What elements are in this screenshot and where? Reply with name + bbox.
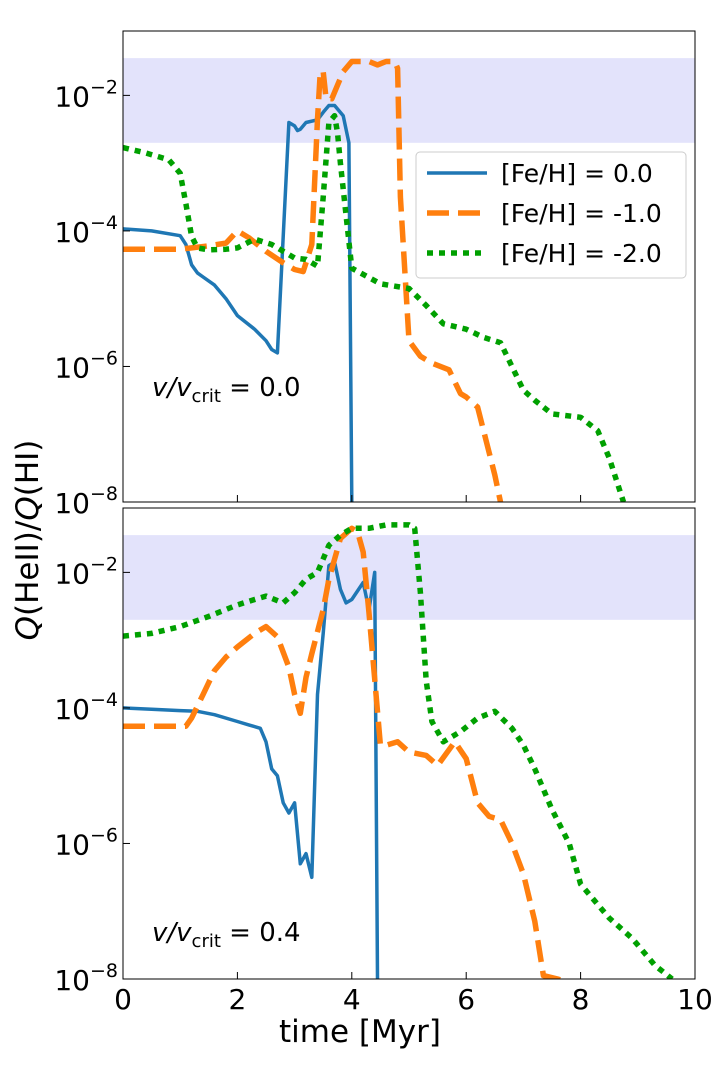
series-line-solid	[123, 103, 354, 502]
legend-label: [Fe/H] = -2.0	[501, 239, 662, 268]
x-tick-label: 0	[114, 983, 132, 1016]
axes-frame	[122, 30, 696, 503]
legend-label: [Fe/H] = 0.0	[501, 159, 653, 188]
y-tick-label: 10−4	[54, 689, 118, 726]
shaded-band	[123, 58, 695, 143]
y-tick-label: 10−8	[54, 483, 118, 520]
x-tick-label: 10	[677, 983, 713, 1016]
y-tick-label: 10−6	[54, 824, 118, 861]
x-tick-label: 4	[343, 983, 361, 1016]
series-group	[123, 58, 627, 502]
series-line-dotted	[123, 522, 674, 979]
series-line-dashed	[123, 58, 504, 502]
y-axis-label: Q(HeII)/Q(HI)	[10, 440, 46, 641]
y-tick-label: 10−2	[54, 553, 118, 590]
rotation-annotation: v/vcrit = 0.4	[152, 918, 301, 952]
panel-bottom: 10−2 10−4 10−6 10−80 2 4 6 8 10 v/vcrit = 0.4	[54, 507, 713, 1016]
legend-box	[415, 151, 687, 279]
legend-label: [Fe/H] = -1.0	[501, 199, 662, 228]
x-axis-label: time [Myr]	[279, 1014, 441, 1050]
series-line-dashed	[123, 525, 568, 979]
axes-frame	[122, 507, 696, 980]
y-tick-label: 10−2	[54, 76, 118, 113]
x-tick-label: 2	[228, 983, 246, 1016]
shaded-band	[123, 535, 695, 620]
series-line-solid	[123, 560, 380, 979]
panel-top: 10−2 10−4 10−6 10−8 v/vcrit = 0.0	[54, 30, 696, 520]
rotation-annotation: v/vcrit = 0.0	[152, 373, 301, 407]
y-tick-label: 10−4	[54, 212, 118, 249]
x-tick-label: 8	[572, 983, 590, 1016]
legend: [Fe/H] = 0.0 [Fe/H] = -1.0 [Fe/H] = -2.0	[415, 151, 687, 279]
x-tick-label: 6	[457, 983, 475, 1016]
y-tick-label: 10−8	[54, 960, 118, 997]
series-group	[123, 522, 674, 979]
y-tick-label: 10−6	[54, 347, 118, 384]
series-line-dotted	[123, 112, 627, 502]
